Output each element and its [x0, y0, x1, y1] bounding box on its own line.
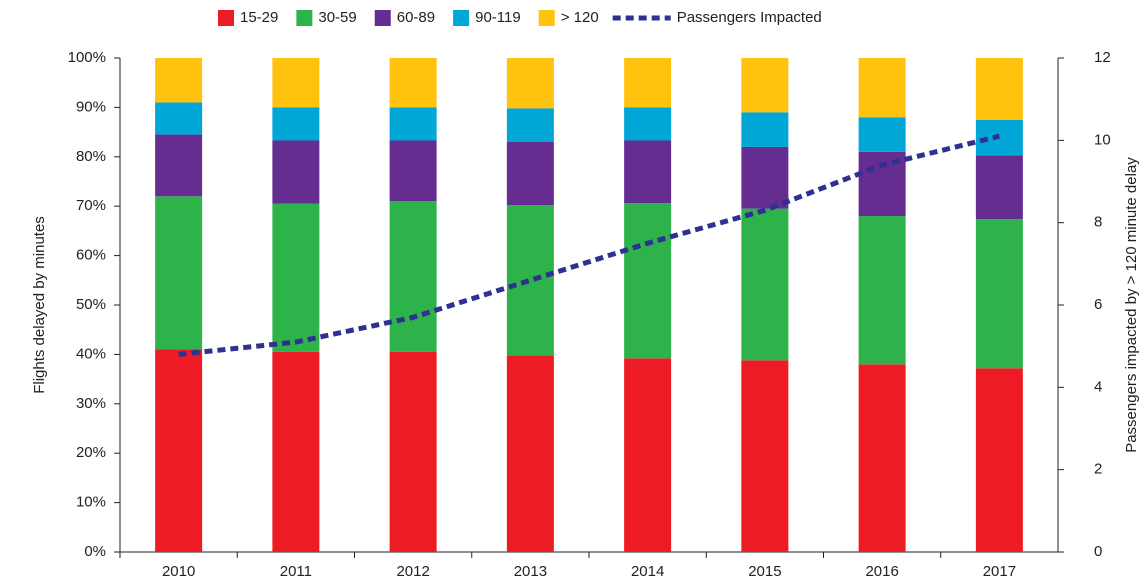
y2-tick-label: 10	[1094, 131, 1111, 148]
line-series	[178, 133, 1000, 357]
legend-swatch	[538, 10, 555, 26]
bar-segment	[624, 58, 672, 108]
bar-segment	[155, 196, 203, 350]
bar-segment	[975, 58, 1023, 120]
x-tick-label: 2015	[748, 563, 781, 580]
y2-axis-label: Passengers impacted by > 120 minute dela…	[1123, 157, 1140, 453]
legend-label: 90-119	[475, 9, 521, 26]
y2-tick-label: 12	[1094, 49, 1111, 66]
bar-segment	[975, 155, 1023, 220]
x-tick-label: 2017	[983, 563, 1016, 580]
bar-segment	[389, 351, 437, 552]
y-tick-label: 100%	[68, 49, 106, 66]
y-tick-label: 70%	[76, 197, 106, 214]
bar-segment	[624, 203, 672, 359]
y-tick-label: 30%	[76, 395, 106, 412]
bar-segment	[741, 360, 789, 552]
bar-segment	[155, 58, 203, 103]
y2-tick-label: 0	[1094, 543, 1102, 560]
y-axis-label: Flights delayed by minutes	[31, 216, 48, 394]
bar-segment	[858, 216, 906, 365]
y-tick-label: 80%	[76, 148, 106, 165]
bar-segment	[506, 108, 554, 142]
y2-tick-label: 8	[1094, 214, 1102, 231]
x-tick-label: 2012	[396, 563, 429, 580]
legend-swatch	[218, 10, 234, 26]
y2-tick-label: 6	[1094, 296, 1102, 313]
bar-segment	[155, 102, 203, 135]
x-tick-label: 2014	[631, 563, 664, 580]
bar-segment	[858, 117, 906, 152]
bar-segment	[624, 358, 672, 552]
legend-swatch	[453, 10, 470, 26]
y2-tick-label: 2	[1094, 461, 1102, 478]
bar-segment	[155, 134, 203, 197]
bar-segment	[389, 107, 437, 141]
bar-segment	[389, 201, 437, 352]
y-tick-label: 10%	[76, 494, 106, 511]
x-tick-label: 2010	[162, 563, 195, 580]
bar-segment	[272, 140, 320, 204]
bar-segment	[741, 112, 789, 147]
bar-segment	[389, 58, 437, 108]
y-tick-label: 40%	[76, 345, 106, 362]
x-tick-label: 2013	[514, 563, 547, 580]
bar-segment	[272, 58, 320, 108]
legend-label: Passengers Impacted	[677, 9, 822, 26]
bar-segment	[975, 368, 1023, 552]
bar-segment	[272, 107, 320, 141]
legend-label: > 120	[561, 9, 599, 26]
bar-segment	[272, 351, 320, 552]
bar-segment	[975, 219, 1023, 369]
bar-segment	[741, 146, 789, 209]
y-tick-label: 60%	[76, 247, 106, 264]
bar-segment	[624, 140, 672, 204]
legend-label: 15-29	[240, 9, 278, 26]
x-tick-label: 2016	[865, 563, 898, 580]
x-tick-label: 2011	[280, 563, 312, 580]
bar-segment	[506, 58, 554, 109]
bar-segment	[741, 58, 789, 113]
bar-segment	[155, 349, 203, 552]
bar-segment	[624, 107, 672, 141]
bar-segment	[506, 141, 554, 206]
bar-segment	[506, 205, 554, 356]
legend-label: 30-59	[318, 9, 356, 26]
y-tick-label: 0%	[84, 543, 106, 560]
y-tick-label: 90%	[76, 98, 106, 115]
bar-segment	[389, 140, 437, 202]
bar-segment	[741, 208, 789, 361]
y-tick-label: 50%	[76, 296, 106, 313]
y2-tick-label: 4	[1094, 378, 1102, 395]
y-tick-label: 20%	[76, 444, 106, 461]
bar-segment	[858, 364, 906, 552]
bar-segment	[506, 355, 554, 552]
bar-segment	[272, 203, 320, 352]
bar-segment	[858, 58, 906, 118]
legend-swatch	[296, 10, 313, 26]
legend-swatch	[374, 10, 391, 26]
legend-label: 60-89	[397, 9, 435, 26]
